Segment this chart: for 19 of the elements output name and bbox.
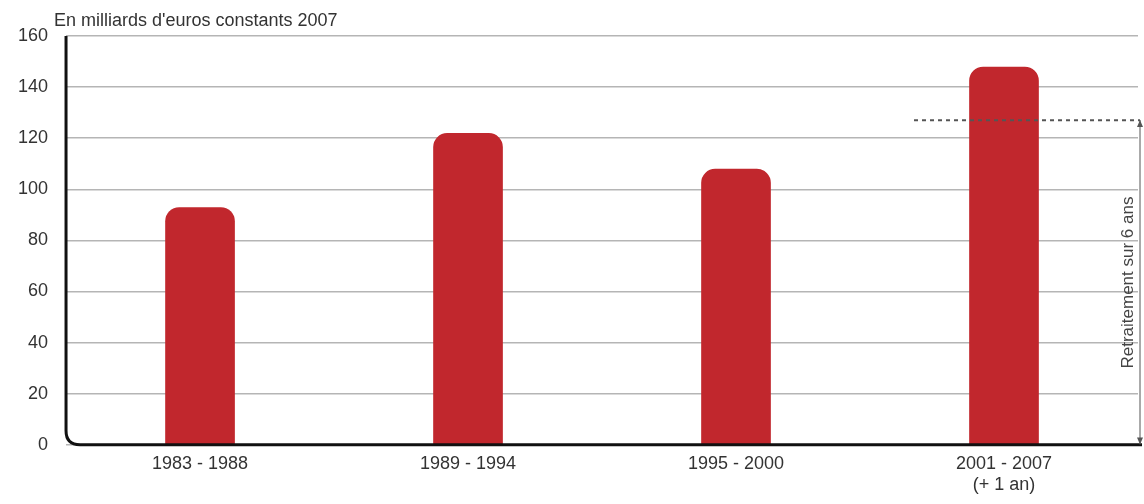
bar [969,66,1039,445]
y-tick-label: 60 [28,280,49,301]
ref-line-label: Retraitement sur 6 ans [1117,196,1137,369]
y-tick-label: 140 [17,76,49,97]
x-tick-label: 2001 - 2007 (+ 1 an) [955,452,1053,495]
bar [165,207,235,445]
x-tick-label: 1983 - 1988 [151,452,249,473]
y-tick-label: 100 [17,178,49,199]
y-tick-label: 120 [17,127,49,148]
y-tick-label: 0 [38,433,49,454]
bar [701,168,771,445]
bar [433,133,503,445]
y-tick-label: 20 [28,382,49,403]
x-tick-label: 1995 - 2000 [687,452,785,473]
y-tick-label: 160 [17,24,49,45]
y-axis-title: En milliards d'euros constants 2007 [54,10,338,31]
x-tick-label: 1989 - 1994 [419,452,517,473]
y-tick-label: 80 [28,229,49,250]
y-tick-label: 40 [28,331,49,352]
